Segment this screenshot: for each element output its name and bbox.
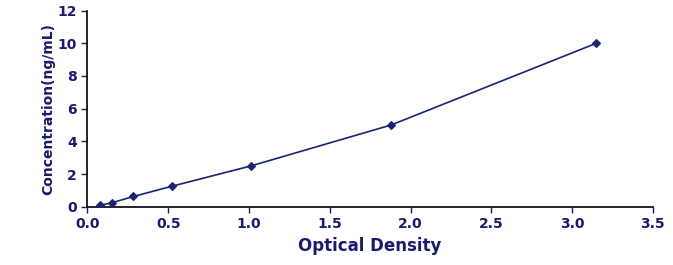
- Y-axis label: Concentration(ng/mL): Concentration(ng/mL): [41, 23, 55, 195]
- X-axis label: Optical Density: Optical Density: [298, 237, 442, 255]
